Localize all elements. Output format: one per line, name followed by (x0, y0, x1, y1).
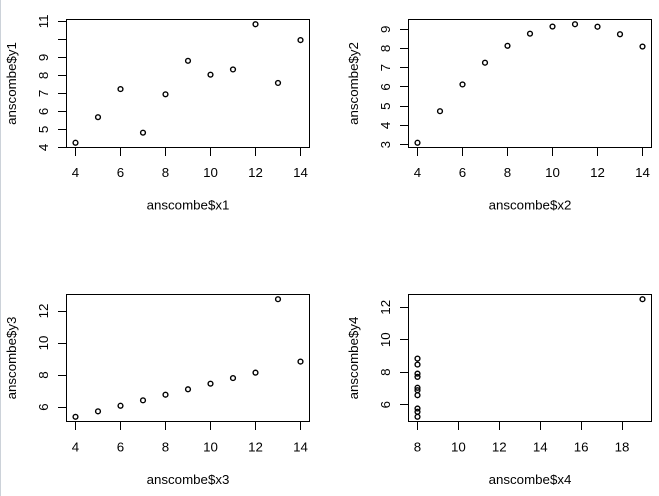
svg-text:8: 8 (504, 165, 511, 180)
svg-text:8: 8 (162, 165, 169, 180)
svg-text:6: 6 (459, 165, 466, 180)
svg-text:8: 8 (36, 371, 51, 378)
svg-text:12: 12 (492, 440, 507, 455)
svg-text:12: 12 (378, 300, 393, 315)
svg-text:anscombe$y4: anscombe$y4 (346, 317, 361, 400)
svg-text:18: 18 (615, 440, 630, 455)
svg-text:8: 8 (378, 45, 393, 52)
svg-text:5: 5 (36, 126, 51, 133)
svg-text:8: 8 (162, 440, 169, 455)
svg-text:12: 12 (590, 165, 605, 180)
svg-text:11: 11 (36, 14, 51, 28)
svg-text:4: 4 (36, 144, 51, 151)
svg-text:6: 6 (36, 403, 51, 410)
svg-text:14: 14 (533, 440, 548, 455)
svg-text:12: 12 (248, 165, 263, 180)
svg-text:7: 7 (36, 90, 51, 97)
svg-text:10: 10 (451, 440, 466, 455)
svg-text:anscombe$y1: anscombe$y1 (4, 42, 19, 125)
svg-text:8: 8 (378, 368, 393, 375)
svg-text:4: 4 (72, 165, 79, 180)
svg-text:12: 12 (248, 440, 263, 455)
svg-text:4: 4 (378, 122, 393, 129)
svg-text:16: 16 (574, 440, 589, 455)
svg-text:10: 10 (203, 440, 218, 455)
svg-text:anscombe$x1: anscombe$x1 (147, 197, 230, 212)
svg-text:4: 4 (72, 440, 79, 455)
svg-text:14: 14 (293, 165, 308, 180)
svg-text:10: 10 (545, 165, 560, 180)
svg-text:4: 4 (414, 165, 421, 180)
svg-text:14: 14 (635, 165, 650, 180)
svg-text:6: 6 (117, 165, 124, 180)
svg-text:9: 9 (36, 54, 51, 61)
svg-text:6: 6 (36, 108, 51, 115)
svg-text:7: 7 (378, 64, 393, 71)
svg-text:3: 3 (378, 141, 393, 148)
svg-text:8: 8 (414, 440, 421, 455)
svg-text:6: 6 (378, 401, 393, 408)
svg-text:6: 6 (378, 83, 393, 90)
svg-text:anscombe$x3: anscombe$x3 (147, 472, 230, 487)
svg-text:9: 9 (378, 26, 393, 33)
svg-text:anscombe$x4: anscombe$x4 (489, 472, 572, 487)
svg-text:anscombe$y2: anscombe$y2 (346, 42, 361, 125)
svg-text:12: 12 (36, 304, 51, 319)
svg-text:6: 6 (117, 440, 124, 455)
svg-text:14: 14 (293, 440, 308, 455)
svg-text:5: 5 (378, 102, 393, 109)
svg-text:10: 10 (203, 165, 218, 180)
svg-text:10: 10 (36, 336, 51, 351)
svg-text:8: 8 (36, 72, 51, 79)
svg-text:anscombe$x2: anscombe$x2 (489, 197, 572, 212)
svg-text:10: 10 (378, 332, 393, 347)
svg-text:anscombe$y3: anscombe$y3 (4, 317, 19, 400)
